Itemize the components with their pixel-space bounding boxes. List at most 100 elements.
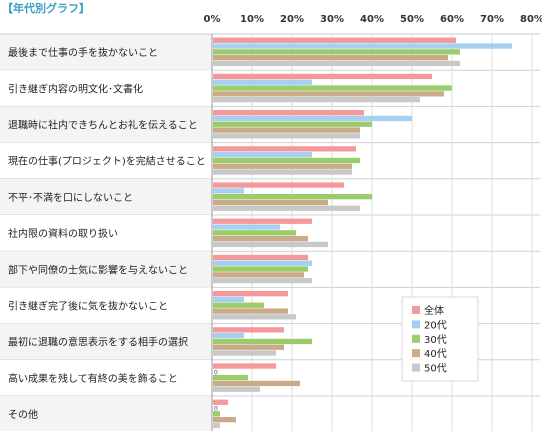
bar: [213, 236, 308, 242]
category-label: 高い成果を残して有終の美を飾ること: [8, 372, 178, 385]
bar: [213, 43, 512, 49]
bar: [213, 327, 284, 333]
legend-label: 全体: [424, 304, 444, 317]
legend-swatch: [412, 334, 420, 343]
bar: [213, 182, 344, 188]
bar: [213, 169, 352, 175]
bar: [213, 115, 412, 122]
row-background: [0, 396, 212, 431]
bar: [213, 188, 244, 194]
bar: [213, 163, 352, 169]
bar: [213, 344, 284, 350]
bar: [213, 205, 360, 211]
bar: [213, 254, 308, 261]
bar: [213, 218, 312, 224]
category-label: 部下や同僚の士気に影響を与えないこと: [8, 263, 188, 276]
category-label: 退職時に社内できちんとお礼を伝えること: [8, 119, 198, 132]
bar: [213, 291, 288, 297]
zero-value-label: 0: [214, 406, 218, 413]
bar: [213, 411, 220, 417]
x-tick-label: 70%: [480, 14, 504, 25]
bars: 00: [213, 37, 512, 429]
category-label: 最初に退職の意思表示をする相手の選択: [8, 336, 188, 349]
x-tick-label: 0%: [204, 14, 221, 25]
bar: [213, 79, 312, 85]
bar: [213, 73, 432, 80]
category-label: 社内限の資料の取り扱い: [8, 227, 118, 240]
row-background: [0, 106, 212, 143]
x-tick-label: 10%: [240, 14, 264, 25]
legend-label: 40代: [424, 348, 447, 360]
bar: [213, 422, 220, 429]
bar: [213, 60, 460, 67]
chart-title: 【年代別グラフ】: [2, 1, 90, 15]
bar: [213, 133, 360, 139]
bar: [213, 146, 356, 152]
bar: [213, 380, 300, 387]
row-background: [0, 34, 212, 71]
bar: [213, 230, 296, 236]
x-tick-label: 30%: [320, 14, 344, 25]
bar: [213, 260, 312, 266]
bar: [213, 85, 452, 91]
bar: [213, 417, 236, 423]
category-label: 不平･不満を口にしないこと: [8, 192, 133, 204]
bar: [213, 375, 248, 381]
zero-value-label: 0: [214, 370, 218, 377]
bar: [213, 37, 456, 43]
bar: [213, 110, 364, 116]
bar: [213, 386, 260, 392]
bar: [213, 157, 360, 164]
x-tick-label: 40%: [360, 14, 384, 25]
bar: [213, 308, 288, 314]
bar: [213, 49, 460, 55]
category-label: その他: [8, 408, 38, 421]
bar: [213, 363, 276, 369]
category-label: 引き継ぎ内容の明文化･文書化: [8, 82, 143, 95]
row-background: [0, 178, 212, 215]
legend-label: 50代: [424, 363, 447, 375]
row-background: [0, 287, 212, 324]
category-label: 最後まで仕事の手を抜かないこと: [8, 46, 158, 59]
category-labels: 最後まで仕事の手を抜かないこと引き継ぎ内容の明文化･文書化退職時に社内できちんと…: [8, 46, 206, 421]
bar: [213, 272, 304, 278]
bar: [213, 127, 360, 133]
legend-swatch: [412, 349, 420, 358]
row-background: [0, 142, 212, 179]
x-tick-label: 60%: [440, 14, 464, 25]
bar: [213, 266, 308, 272]
bar: [213, 296, 244, 303]
category-label: 引き継ぎ完了後に気を抜かないこと: [8, 300, 168, 313]
legend-label: 30代: [424, 334, 447, 346]
legend-swatch: [412, 320, 420, 329]
bar: [213, 399, 228, 405]
bar: [213, 55, 448, 61]
bar: [213, 199, 328, 206]
bar: [213, 333, 244, 339]
bar: [213, 350, 276, 356]
bar: [213, 278, 312, 284]
bar: [213, 97, 420, 103]
x-tick-label: 50%: [400, 14, 424, 25]
row-background: [0, 215, 212, 252]
legend-swatch: [412, 363, 420, 372]
bar: [213, 194, 372, 200]
bar: [213, 314, 296, 320]
bar: [213, 241, 328, 248]
x-tick-label: 20%: [280, 14, 304, 25]
row-background: [0, 359, 212, 396]
bar: [213, 121, 372, 127]
row-background: [0, 323, 212, 360]
row-background: [0, 251, 212, 288]
legend-swatch: [412, 306, 420, 314]
bar: [213, 302, 264, 308]
bar: [213, 338, 312, 345]
row-backgrounds: [0, 33, 540, 431]
bar: [213, 152, 312, 158]
category-label: 現在の仕事(プロジェクト)を完結させること: [8, 155, 206, 168]
bar: [213, 91, 444, 97]
x-tick-label: 80%: [520, 14, 542, 25]
bar: [213, 224, 280, 230]
row-background: [0, 70, 212, 107]
